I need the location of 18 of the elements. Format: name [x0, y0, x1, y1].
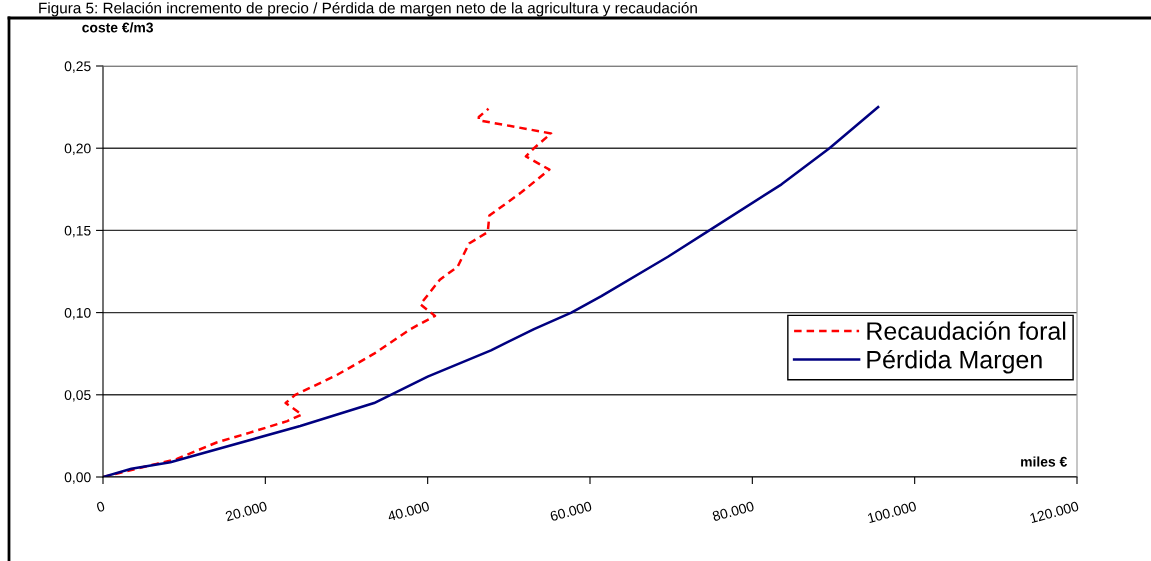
y-tick-label: 0,00 [64, 472, 91, 484]
y-tick-label: 0,10 [64, 307, 91, 320]
x-tick-label: 0 [96, 501, 106, 513]
x-tick-label: 40.000 [387, 501, 430, 522]
legend-label: Pérdida Margen [867, 349, 1042, 374]
x-axis-title: miles € [1021, 456, 1068, 467]
y-tick-label: 0,05 [64, 390, 91, 402]
x-tick-label: 20.000 [225, 501, 268, 522]
y-tick-label: 0,15 [64, 225, 91, 238]
y-tick-label: 0,25 [64, 61, 91, 73]
x-tick-label: 80.000 [711, 501, 755, 522]
x-tick-label: 60.000 [549, 501, 593, 522]
x-tick-label: 100.000 [867, 501, 917, 524]
chart-title: Figura 5: Relación incremento de precio / Pérdida de margen neto de la agricultura y recaudación [39, 2, 697, 17]
y-tick-label: 0,20 [64, 143, 91, 156]
x-tick-label: 120.000 [1029, 501, 1080, 524]
legend-label: Recaudación foral [867, 321, 1066, 340]
y-axis-title: coste €/m3 [82, 22, 154, 33]
